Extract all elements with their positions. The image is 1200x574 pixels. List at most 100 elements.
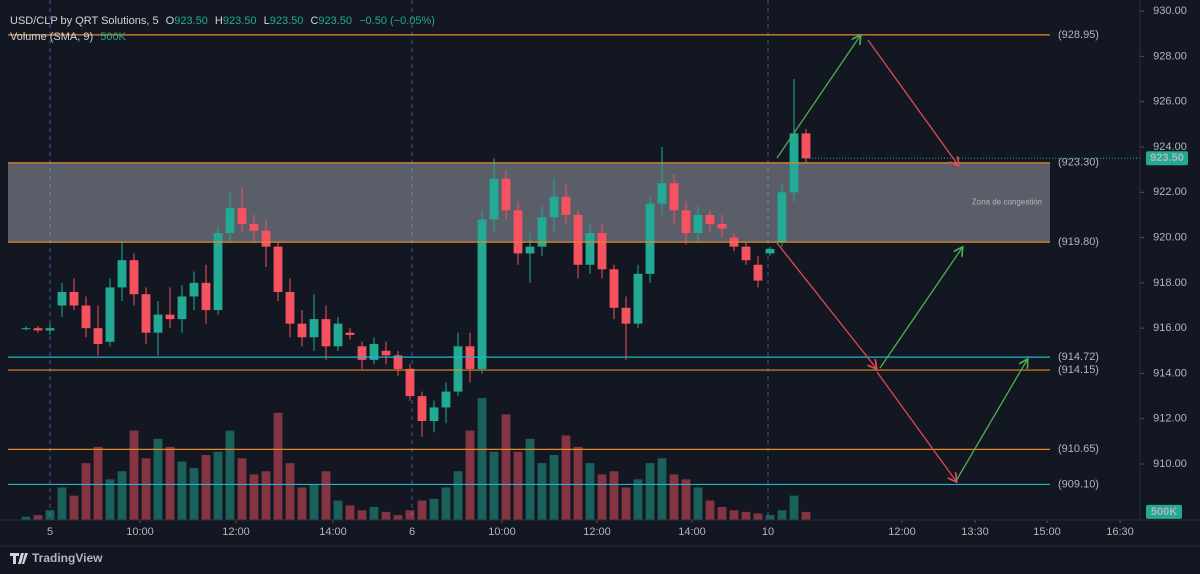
volume-bar	[753, 513, 763, 520]
volume-bar	[201, 455, 211, 520]
x-tick-label: 16:30	[1106, 526, 1134, 538]
candle-body	[417, 396, 427, 422]
candle-body	[321, 319, 331, 347]
volume-bar	[129, 430, 139, 520]
candle-body	[237, 208, 247, 224]
volume-bar	[105, 479, 115, 520]
candle-body	[153, 314, 163, 333]
study-name: Volume (SMA, 9)	[10, 31, 93, 43]
volume-bar	[705, 500, 715, 520]
candle-body	[561, 196, 571, 215]
candle-body	[741, 246, 751, 261]
candle-body	[717, 223, 727, 229]
volume-bar	[573, 446, 583, 520]
arrow-down	[876, 371, 956, 481]
volume-bar	[249, 474, 259, 520]
candle-body	[621, 307, 631, 324]
volume-bar	[429, 498, 439, 520]
candle-body	[801, 133, 811, 159]
candle-body	[393, 355, 403, 369]
x-tick-label: 14:00	[319, 526, 347, 538]
arrow-up	[776, 36, 860, 159]
candle-body	[33, 328, 43, 331]
candle-body	[669, 183, 679, 211]
arrow-down	[776, 242, 876, 368]
x-tick-label: 6	[409, 526, 415, 538]
candle-body	[45, 328, 55, 331]
volume-bar	[537, 463, 547, 520]
volume-bar	[333, 500, 343, 520]
candle-body	[441, 391, 451, 408]
candle-body	[525, 246, 535, 254]
volume-bar	[777, 510, 787, 520]
volume-bar	[561, 435, 571, 520]
candle-body	[93, 328, 103, 345]
candle-body	[705, 214, 715, 224]
x-tick-label: 12:00	[888, 526, 916, 538]
volume-bar	[597, 474, 607, 520]
candle-body	[345, 332, 355, 335]
brand: TradingView	[10, 551, 103, 565]
x-tick-label: 5	[47, 526, 53, 538]
ohlc-key: O	[166, 15, 175, 27]
volume-bar	[789, 495, 799, 520]
y-tick-label: 918.00	[1153, 277, 1187, 289]
volume-bar	[213, 451, 223, 520]
candle-body	[597, 233, 607, 270]
candle-body	[129, 260, 139, 295]
volume-bar	[513, 451, 523, 520]
volume-bar	[33, 515, 43, 520]
candle-body	[753, 264, 763, 281]
level-label: (923.30)	[1058, 157, 1099, 169]
volume-bar	[165, 446, 175, 520]
y-tick-label: 930.00	[1153, 5, 1187, 17]
volume-bar	[621, 487, 631, 520]
study-value: 500K	[100, 31, 126, 43]
arrow-up	[955, 360, 1027, 482]
candle-body	[405, 368, 415, 397]
candle-body	[513, 210, 523, 254]
y-tick-label: 924.00	[1153, 141, 1187, 153]
volume-bar	[681, 479, 691, 520]
volume-bar	[345, 505, 355, 520]
volume-bar	[669, 474, 679, 520]
level-label: (928.95)	[1058, 29, 1099, 41]
ohlc-value: 923.50	[318, 15, 352, 27]
candle-body	[693, 214, 703, 234]
ohlc-value: 923.50	[174, 15, 208, 27]
x-tick-label: 14:00	[678, 526, 706, 538]
volume-bar	[93, 446, 103, 520]
volume-bar	[45, 510, 55, 520]
x-tick-label: 13:30	[961, 526, 989, 538]
volume-bar	[405, 510, 415, 520]
volume-bar	[657, 458, 667, 520]
ohlc-key: H	[215, 15, 223, 27]
volume-bar	[261, 471, 271, 520]
volume-bar	[585, 463, 595, 520]
ohlc-key: C	[310, 15, 318, 27]
candle-body	[249, 223, 259, 231]
candle-body	[429, 407, 439, 422]
volume-bar	[465, 430, 475, 520]
candle-body	[501, 178, 511, 211]
level-label: (914.72)	[1058, 351, 1099, 363]
candle-body	[549, 196, 559, 218]
level-label: (919.80)	[1058, 236, 1099, 248]
candle-body	[333, 323, 343, 347]
candle-body	[57, 291, 67, 306]
candle-body	[201, 282, 211, 311]
volume-bar	[189, 468, 199, 520]
volume-legend: Volume (SMA, 9) 500K	[10, 31, 127, 43]
volume-bar	[69, 495, 79, 520]
volume-bar	[765, 515, 775, 520]
volume-bar	[225, 430, 235, 520]
candle-body	[573, 214, 583, 265]
volume-bar	[297, 487, 307, 520]
y-tick-label: 910.00	[1153, 458, 1187, 470]
candle-body	[537, 217, 547, 247]
last-price-label: 923.50	[1150, 152, 1184, 164]
change: −0.50 (−0.05%)	[359, 15, 435, 27]
arrow-up	[879, 248, 962, 369]
candle-body	[225, 208, 235, 234]
candle-body	[489, 178, 499, 220]
